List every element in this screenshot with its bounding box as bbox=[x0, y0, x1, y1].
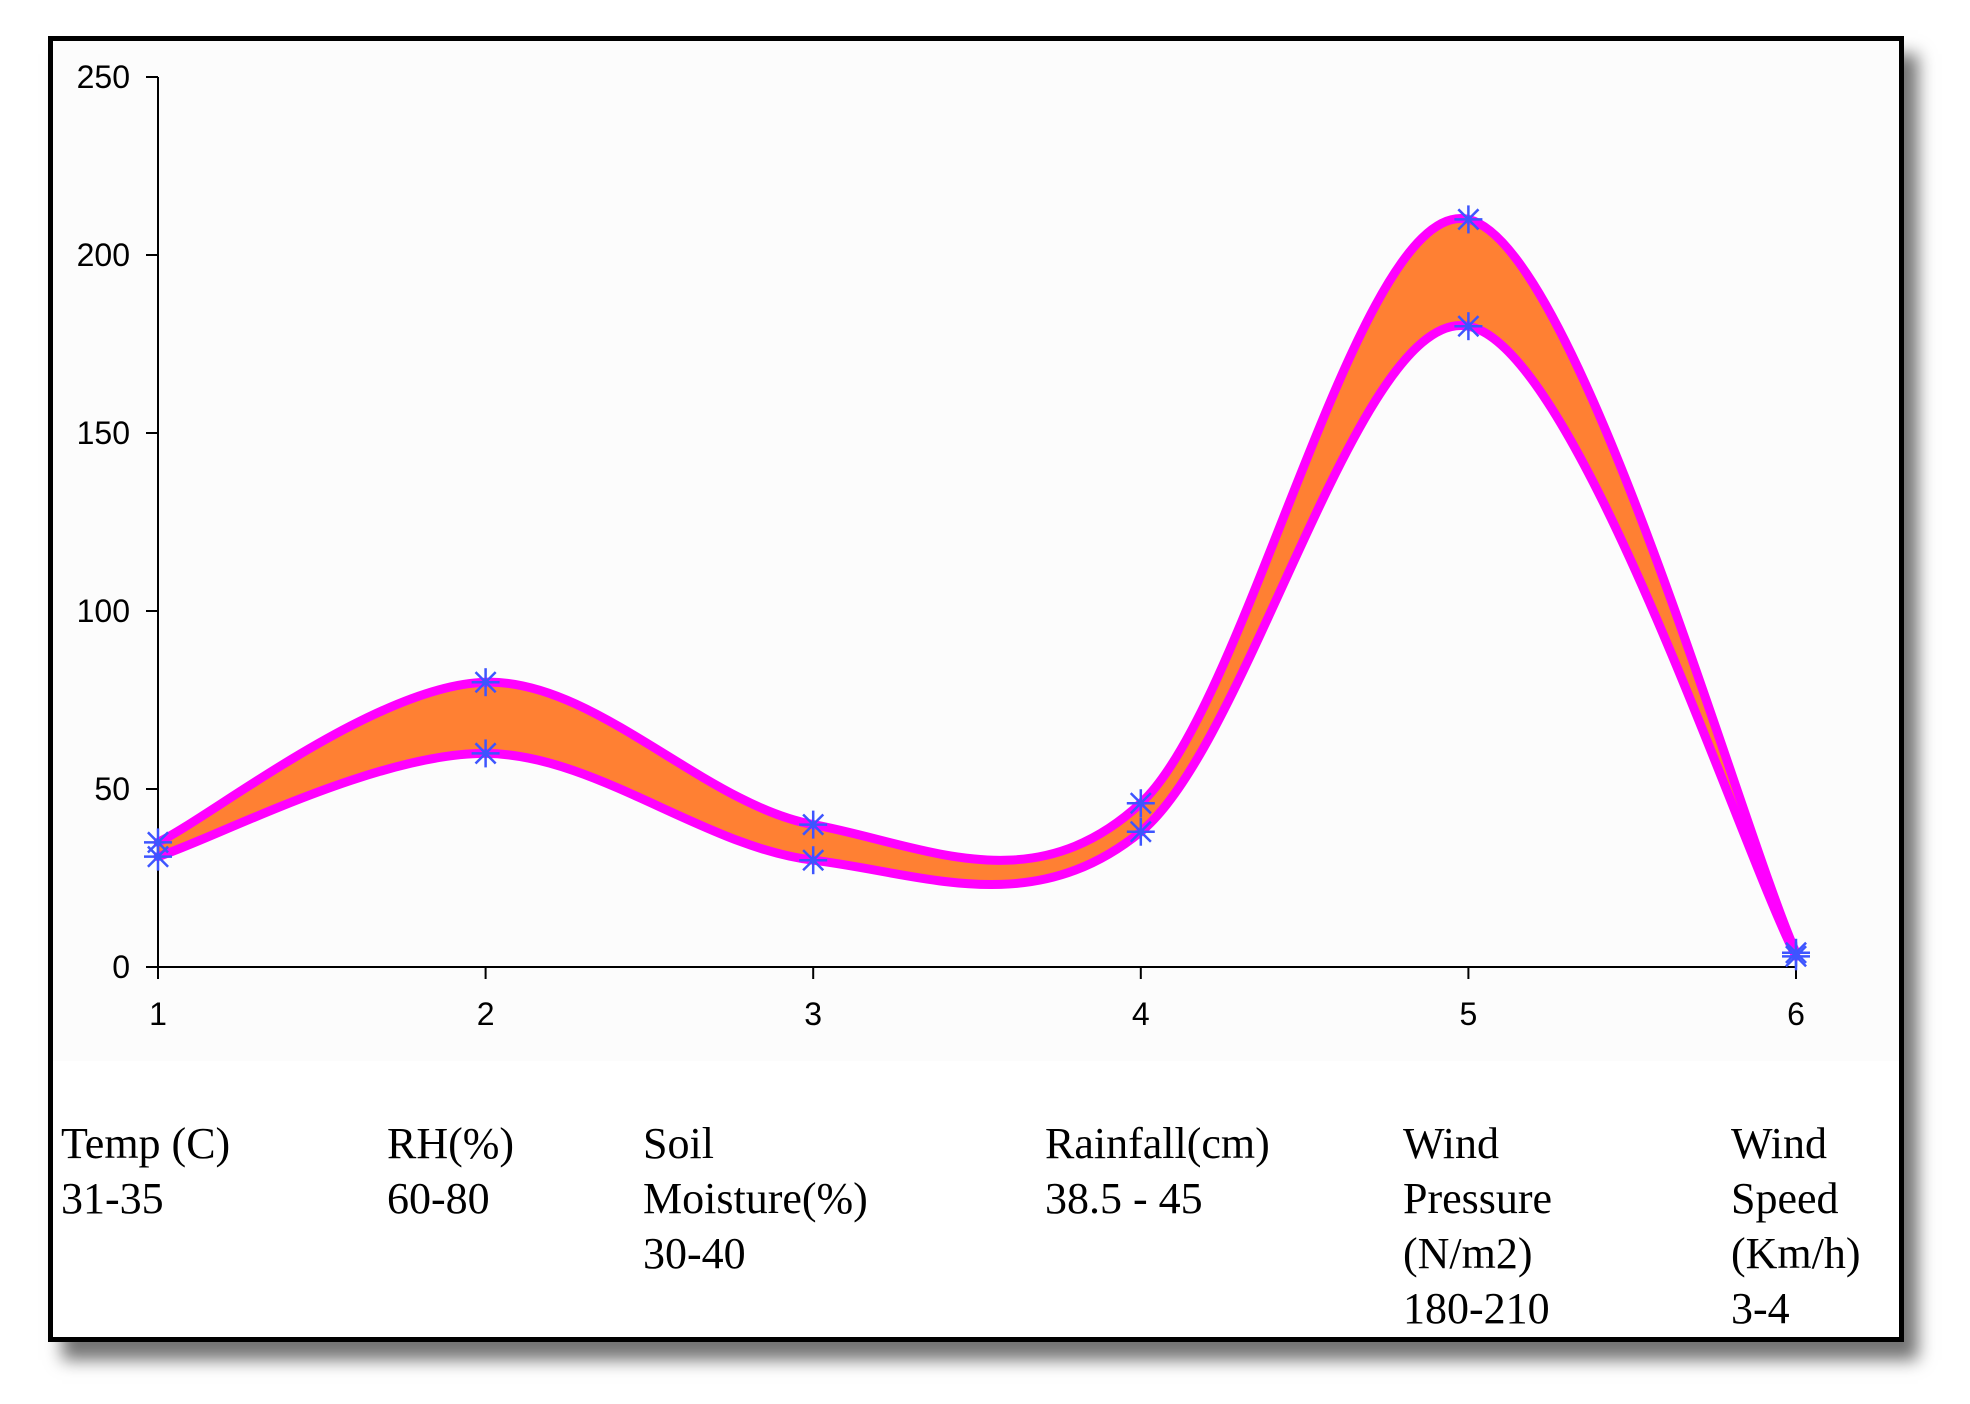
axes: 0 50 100 150 200 250 1 2 3 4 5 6 bbox=[77, 59, 1805, 1032]
marker-stroke bbox=[1129, 820, 1152, 843]
band-layer bbox=[153, 214, 1801, 961]
param-line: RH(%) bbox=[387, 1119, 515, 1168]
band-chart: 0 50 100 150 200 250 1 2 3 4 5 6 bbox=[77, 59, 1810, 1032]
x-tick-label: 3 bbox=[804, 996, 822, 1032]
param-line: Temp (C) bbox=[61, 1119, 231, 1168]
marker-stroke bbox=[1785, 945, 1807, 968]
param-line: 3-4 bbox=[1731, 1284, 1790, 1333]
x-tick-label: 2 bbox=[477, 996, 495, 1032]
chart-frame: 0 50 100 150 200 250 1 2 3 4 5 6 Temp (C) 31-35 RH(… bbox=[48, 36, 1904, 1342]
param-line: Soil bbox=[643, 1119, 714, 1168]
lower-point-marker bbox=[471, 739, 500, 768]
param-label-soil-moisture: Soil Moisture(%) 30-40 bbox=[643, 1116, 868, 1281]
x-tick-label: 4 bbox=[1132, 996, 1150, 1032]
x-tick-label: 5 bbox=[1460, 996, 1478, 1032]
param-label-rainfall: Rainfall(cm) 38.5 - 45 bbox=[1045, 1116, 1270, 1226]
y-tick-label: 250 bbox=[77, 59, 130, 95]
upper-point-marker bbox=[1126, 789, 1155, 818]
y-tick-label: 150 bbox=[77, 415, 130, 451]
marker-stroke bbox=[474, 671, 497, 694]
lower-point-marker bbox=[144, 842, 172, 871]
marker-stroke bbox=[474, 742, 497, 765]
marker-stroke bbox=[1457, 208, 1480, 231]
lower-point-marker bbox=[1782, 942, 1810, 971]
marker-stroke bbox=[1129, 792, 1152, 815]
range-band-area bbox=[158, 218, 1796, 957]
y-tick-label: 200 bbox=[77, 237, 130, 273]
upper-point-marker bbox=[471, 668, 500, 697]
param-line: Wind bbox=[1403, 1119, 1499, 1168]
param-line: Speed bbox=[1731, 1174, 1839, 1223]
param-line: 180-210 bbox=[1403, 1284, 1550, 1333]
param-line: 31-35 bbox=[61, 1174, 164, 1223]
param-line: 38.5 - 45 bbox=[1045, 1174, 1203, 1223]
marker-stroke bbox=[1457, 315, 1480, 338]
y-tick-label: 100 bbox=[77, 593, 130, 629]
marker-stroke bbox=[147, 845, 169, 868]
param-line: Moisture(%) bbox=[643, 1174, 868, 1223]
lower-point-marker bbox=[1126, 817, 1155, 846]
param-line: 60-80 bbox=[387, 1174, 490, 1223]
marker-stroke bbox=[802, 849, 825, 872]
param-line: 30-40 bbox=[643, 1229, 746, 1278]
param-line: Wind bbox=[1731, 1119, 1827, 1168]
lower-point-marker bbox=[799, 846, 828, 875]
x-tick-label: 1 bbox=[149, 996, 167, 1032]
marker-layer bbox=[144, 205, 1810, 971]
upper-point-marker bbox=[799, 810, 828, 839]
upper-point-marker bbox=[1454, 205, 1483, 234]
marker-stroke bbox=[802, 813, 825, 836]
param-line: (Km/h) bbox=[1731, 1229, 1861, 1278]
param-line: (N/m2) bbox=[1403, 1229, 1533, 1278]
y-tick-label: 50 bbox=[94, 771, 130, 807]
lower-point-marker bbox=[1454, 312, 1483, 341]
plot-area: 0 50 100 150 200 250 1 2 3 4 5 6 bbox=[53, 41, 1899, 1061]
param-line: Pressure bbox=[1403, 1174, 1553, 1223]
param-label-rh: RH(%) 60-80 bbox=[387, 1116, 514, 1226]
y-tick-label: 0 bbox=[112, 949, 130, 985]
param-label-wind-pressure: Wind Pressure (N/m2) 180-210 bbox=[1403, 1116, 1552, 1336]
param-label-temp: Temp (C) 31-35 bbox=[61, 1116, 230, 1226]
param-label-wind-speed: Wind Speed (Km/h) 3-4 bbox=[1731, 1116, 1861, 1336]
x-tick-label: 6 bbox=[1787, 996, 1805, 1032]
param-line: Rainfall(cm) bbox=[1045, 1119, 1270, 1168]
